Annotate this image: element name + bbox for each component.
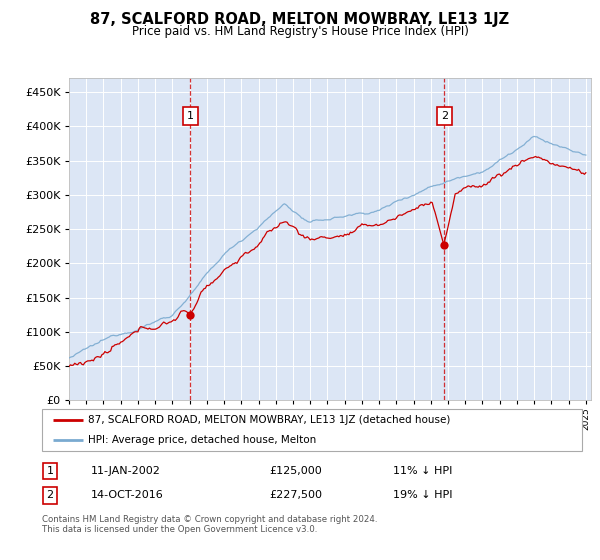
Text: 19% ↓ HPI: 19% ↓ HPI: [393, 491, 452, 501]
Text: 1: 1: [187, 111, 194, 121]
Text: HPI: Average price, detached house, Melton: HPI: Average price, detached house, Melt…: [88, 435, 316, 445]
Text: Contains HM Land Registry data © Crown copyright and database right 2024.
This d: Contains HM Land Registry data © Crown c…: [42, 515, 377, 534]
Text: 2: 2: [47, 491, 53, 501]
Text: 11-JAN-2002: 11-JAN-2002: [91, 466, 160, 476]
Text: 2: 2: [441, 111, 448, 121]
Text: 11% ↓ HPI: 11% ↓ HPI: [393, 466, 452, 476]
Text: 87, SCALFORD ROAD, MELTON MOWBRAY, LE13 1JZ (detached house): 87, SCALFORD ROAD, MELTON MOWBRAY, LE13 …: [88, 415, 450, 424]
Text: 87, SCALFORD ROAD, MELTON MOWBRAY, LE13 1JZ: 87, SCALFORD ROAD, MELTON MOWBRAY, LE13 …: [91, 12, 509, 27]
FancyBboxPatch shape: [42, 409, 582, 451]
Text: Price paid vs. HM Land Registry's House Price Index (HPI): Price paid vs. HM Land Registry's House …: [131, 25, 469, 38]
Text: 1: 1: [47, 466, 53, 476]
Text: £227,500: £227,500: [269, 491, 322, 501]
Text: 14-OCT-2016: 14-OCT-2016: [91, 491, 163, 501]
Text: £125,000: £125,000: [269, 466, 322, 476]
